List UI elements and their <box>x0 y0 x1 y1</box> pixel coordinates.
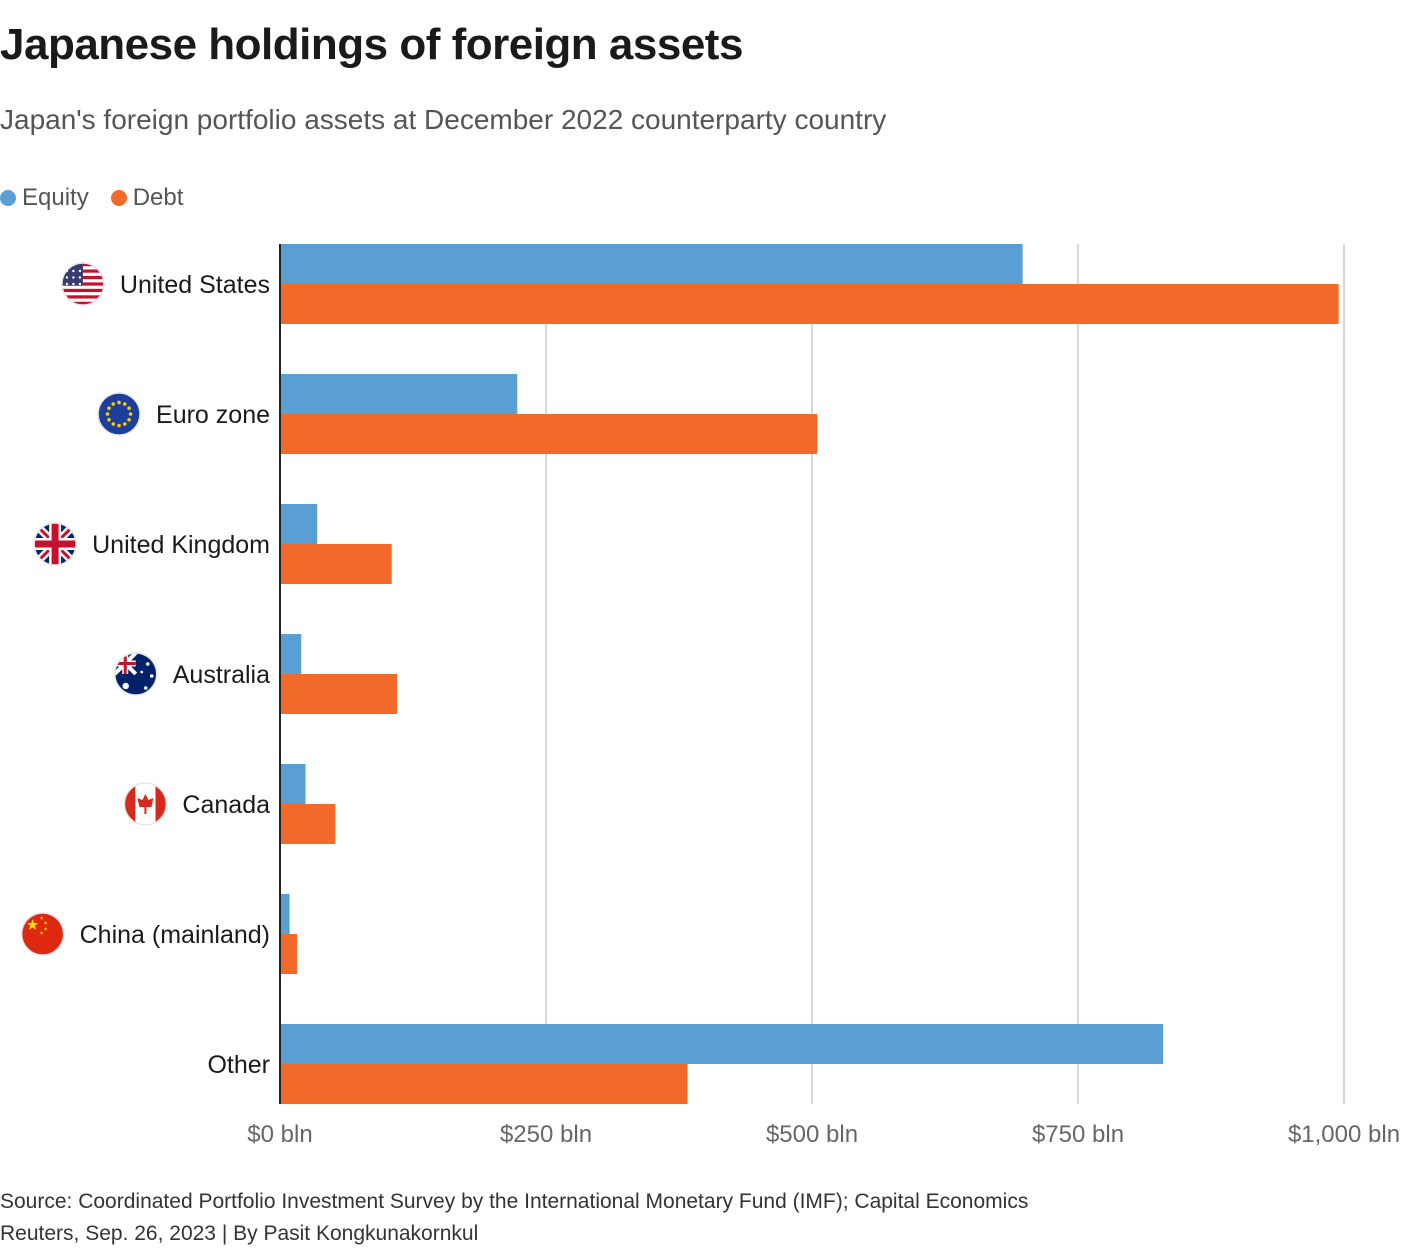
legend-item-equity: Equity <box>0 184 89 212</box>
us-flag-icon <box>61 262 105 306</box>
uk-flag-icon <box>33 522 77 566</box>
category-label: United Kingdom <box>92 531 270 559</box>
category-label: United States <box>120 271 270 299</box>
category-label: Other <box>207 1051 270 1079</box>
category-label: Australia <box>173 661 270 689</box>
bar-equity <box>280 764 306 804</box>
x-tick-label: $500 bln <box>766 1121 858 1148</box>
bar-equity <box>280 504 318 544</box>
legend-item-debt: Debt <box>110 184 184 212</box>
bar-debt <box>280 414 818 454</box>
bar-debt <box>280 1064 688 1104</box>
eu-flag-icon <box>97 392 141 436</box>
legend-swatch-debt <box>110 190 127 206</box>
bar-equity <box>280 244 1023 284</box>
china-flag-icon <box>20 912 65 956</box>
bar-equity <box>280 1024 1164 1064</box>
category-label: China (mainland) <box>80 921 270 949</box>
legend-label-equity: Equity <box>22 184 89 211</box>
x-tick-label: $250 bln <box>500 1121 592 1148</box>
category-label: Canada <box>182 791 270 819</box>
canada-flag-icon <box>123 782 168 826</box>
category-label: Euro zone <box>156 401 270 429</box>
source-note: Source: Coordinated Portfolio Investment… <box>0 1190 1029 1213</box>
legend-label-debt: Debt <box>132 184 184 211</box>
x-tick-label: $750 bln <box>1032 1121 1124 1148</box>
credit-line: Reuters, Sep. 26, 2023 | By Pasit Kongku… <box>0 1222 479 1245</box>
bar-debt <box>280 284 1339 324</box>
legend-swatch-equity <box>0 190 16 206</box>
x-tick-label: $0 bln <box>247 1121 312 1148</box>
australia-flag-icon <box>113 652 158 696</box>
bar-debt <box>280 544 392 584</box>
bar-equity <box>280 374 518 414</box>
legend: Equity Debt <box>0 184 205 212</box>
chart-subtitle: Japan's foreign portfolio assets at Dece… <box>0 104 887 135</box>
bar-debt <box>280 674 398 714</box>
chart-title: Japanese holdings of foreign assets <box>0 20 743 69</box>
x-tick-label: $1,000 bln <box>1288 1121 1400 1148</box>
bar-debt <box>280 934 298 974</box>
bar-equity <box>280 894 290 934</box>
bar-equity <box>280 634 302 674</box>
bar-debt <box>280 804 336 844</box>
